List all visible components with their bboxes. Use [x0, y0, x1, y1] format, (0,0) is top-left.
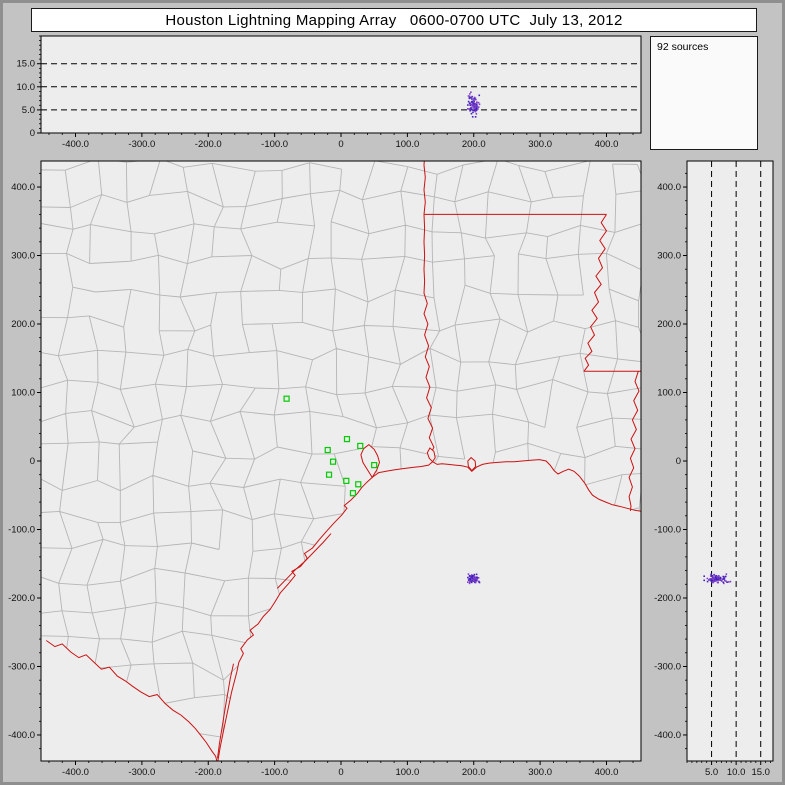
ns-altitude-panel: 5.0 10.0 15.0 400.0 300.0 200.0 100.0 0 -100.0 -2…	[654, 160, 774, 778]
svg-text:0: 0	[338, 139, 343, 150]
svg-text:200.0: 200.0	[462, 767, 486, 778]
svg-text:-200.0: -200.0	[195, 139, 222, 150]
laguna-madre-shore	[217, 663, 234, 759]
map-content	[41, 161, 641, 761]
svg-text:100.0: 100.0	[395, 767, 419, 778]
svg-text:-100.0: -100.0	[654, 524, 681, 535]
lma-station-marker	[355, 481, 362, 488]
svg-text:-400.0: -400.0	[62, 767, 89, 778]
matagorda-shore	[276, 533, 332, 589]
svg-text:-400.0: -400.0	[62, 139, 89, 150]
tx-la-border	[423, 214, 435, 462]
gulf-of-mexico-water	[217, 459, 641, 761]
lma-station-marker	[324, 446, 331, 454]
svg-text:0: 0	[30, 456, 35, 467]
mexico-area	[41, 640, 217, 761]
plan-view-panel: -400.0 -300.0 -200.0 -100.0 0 100.0 200.0 300.0…	[8, 160, 642, 778]
state-boundaries-and-coastline	[46, 161, 641, 761]
svg-text:300.0: 300.0	[528, 139, 552, 150]
page-title: Houston Lightning Mapping Array 0600-070…	[31, 8, 757, 32]
svg-text:300.0: 300.0	[657, 251, 681, 262]
ns-altitude-axes: 5.0 10.0 15.0 400.0 300.0 200.0 100.0 0 -100.0 -2…	[654, 172, 771, 778]
svg-text:200.0: 200.0	[657, 319, 681, 330]
svg-text:0: 0	[338, 767, 343, 778]
svg-text:-100.0: -100.0	[261, 767, 288, 778]
svg-text:400.0: 400.0	[11, 182, 35, 193]
svg-text:0: 0	[30, 128, 35, 139]
rio-grande	[46, 640, 218, 761]
lma-station-marker	[343, 477, 350, 484]
county-boundaries	[41, 161, 641, 761]
pearl-river	[628, 371, 640, 512]
svg-text:100.0: 100.0	[395, 139, 419, 150]
sources-count-label: 92 sources	[657, 41, 709, 53]
sources-count-box: 92 sources	[650, 36, 758, 150]
svg-text:-200.0: -200.0	[654, 593, 681, 604]
svg-text:-300.0: -300.0	[128, 139, 155, 150]
svg-text:15.0: 15.0	[751, 767, 770, 778]
svg-text:300.0: 300.0	[11, 251, 35, 262]
svg-text:10.0: 10.0	[727, 767, 746, 778]
svg-text:5.0: 5.0	[22, 105, 35, 116]
mississippi-river	[583, 214, 608, 372]
lma-station-marker	[283, 395, 290, 402]
svg-text:400.0: 400.0	[595, 767, 619, 778]
lma-station-markers	[283, 395, 378, 497]
lma-station-marker	[371, 462, 378, 469]
svg-text:-300.0: -300.0	[8, 661, 35, 672]
lma-station-marker	[357, 442, 364, 450]
svg-text:10.0: 10.0	[17, 82, 36, 93]
galveston-bay	[360, 443, 381, 479]
svg-text:-200.0: -200.0	[8, 593, 35, 604]
calcasieu-lake	[467, 456, 477, 472]
svg-text:400.0: 400.0	[657, 182, 681, 193]
lightning-sources-ns	[703, 573, 732, 585]
svg-text:-300.0: -300.0	[128, 767, 155, 778]
ew-altitude-axes: -400.0 -300.0 -200.0 -100.0 0 100.0 200.0 300.0…	[17, 35, 634, 150]
svg-text:400.0: 400.0	[595, 139, 619, 150]
lightning-sources-plan	[467, 573, 481, 585]
coast	[217, 459, 641, 761]
svg-text:0: 0	[676, 456, 681, 467]
svg-text:-200.0: -200.0	[195, 767, 222, 778]
sabine-lake	[426, 447, 436, 463]
svg-text:-400.0: -400.0	[8, 730, 35, 741]
svg-text:-100.0: -100.0	[8, 524, 35, 535]
lma-station-marker	[329, 458, 337, 465]
svg-text:100.0: 100.0	[11, 388, 35, 399]
tx-ar-border	[423, 161, 426, 215]
lma-station-marker	[349, 490, 357, 497]
svg-text:5.0: 5.0	[705, 767, 718, 778]
ew-altitude-panel: -400.0 -300.0 -200.0 -100.0 0 100.0 200.0 300.0…	[17, 35, 642, 150]
lightning-sources-ew	[467, 91, 481, 118]
lma-station-marker	[325, 471, 333, 478]
svg-text:-300.0: -300.0	[654, 661, 681, 672]
svg-text:200.0: 200.0	[462, 139, 486, 150]
lma-station-marker	[343, 435, 351, 443]
svg-text:-100.0: -100.0	[261, 139, 288, 150]
plan-view-axes: -400.0 -300.0 -200.0 -100.0 0 100.0 200.0 300.0…	[8, 172, 634, 778]
svg-text:-400.0: -400.0	[654, 730, 681, 741]
svg-text:200.0: 200.0	[11, 319, 35, 330]
svg-text:100.0: 100.0	[657, 388, 681, 399]
svg-text:300.0: 300.0	[528, 767, 552, 778]
svg-text:15.0: 15.0	[17, 59, 36, 70]
